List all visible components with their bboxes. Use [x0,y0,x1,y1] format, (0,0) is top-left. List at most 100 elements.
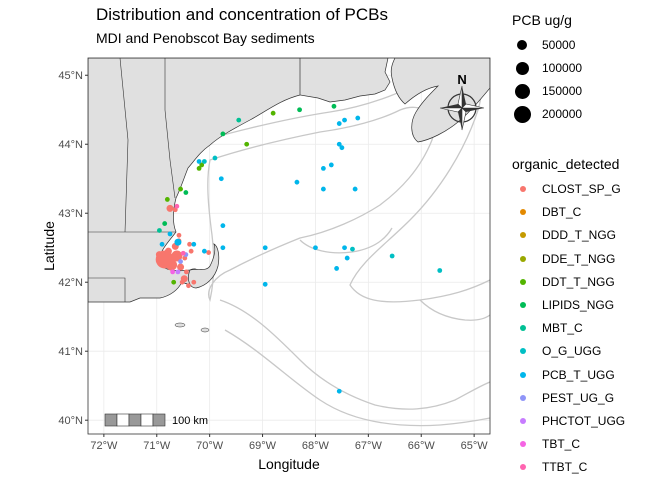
data-point [180,250,186,256]
color-legend-label: DDE_T_NGG [542,251,616,266]
data-point [183,269,189,275]
color-legend-dot [520,418,526,424]
data-point [244,141,250,147]
data-point [183,190,189,195]
color-legend-item: DDD_T_NGG [512,227,662,245]
x-tick-label: 69°W [249,440,277,452]
x-tick-label: 67°W [355,440,383,452]
data-point [344,255,350,261]
size-legend-label: 50000 [542,38,576,52]
color-legend-item: CLOST_SP_G [512,181,662,199]
color-legend-item: TBT_C [512,436,662,454]
data-point [220,131,226,137]
color-legend-item: PEST_UG_G [512,390,662,408]
color-legend-title: organic_detected [512,156,620,172]
data-point [196,165,202,171]
color-legend-label: DDD_T_NGG [542,228,617,243]
size-legend-dot [514,83,530,99]
data-point [262,245,268,251]
bathymetry-contour-channel [419,299,490,321]
size-legend-item: 100000 [512,59,652,79]
bathymetry-contour-bank [299,227,393,254]
size-legend-dot [513,105,531,123]
data-point [171,279,177,285]
north-label: N [457,72,466,87]
color-legend-label: DBT_C [542,205,582,220]
y-tick-label: 40°N [58,415,83,427]
x-tick-label: 65°W [461,440,489,452]
land-cape-cod [188,243,220,289]
data-point [199,162,205,168]
data-point [164,247,172,255]
data-point [164,197,170,202]
x-axis-title: Longitude [258,456,320,472]
color-legend-label: PCB_T_UGG [542,367,615,382]
data-point [178,259,183,264]
data-point [236,117,242,123]
data-point [352,186,358,192]
data-point [162,221,168,226]
data-point [331,103,337,109]
data-point [342,245,347,251]
data-point [167,231,173,237]
x-tick-label: 68°W [302,440,330,452]
data-point [206,250,212,255]
data-point [328,162,334,168]
data-point [187,241,192,247]
color-legend-label: LIPIDS_NGG [542,298,615,312]
x-tick-label: 71°W [143,440,171,452]
color-legend-dot [520,186,526,192]
color-legend-item: MBT_C [512,320,662,338]
data-point [339,145,345,151]
data-point [297,107,302,113]
color-legend-item: LIPIDS_NGG [512,297,662,315]
data-points [155,103,443,394]
color-legend-label: DDT_T_NGG [542,274,615,289]
size-legend-item: 150000 [512,82,652,102]
data-point [313,245,318,251]
size-legend-title: PCB ug/g [512,12,572,28]
data-point [176,232,182,238]
data-point [294,179,300,185]
data-point [166,204,174,212]
data-point [220,245,226,251]
color-legend-label: PHCTOT_UGG [542,414,626,428]
x-tick-label: 66°W [408,440,436,452]
data-point [188,248,194,254]
data-point [191,279,197,285]
color-legend-dot [520,209,526,216]
data-point [174,238,182,246]
data-point [174,203,180,209]
chart-subtitle: MDI and Penobscot Bay sediments [96,30,315,46]
color-legend-label: PEST_UG_G [542,390,615,405]
data-point [336,388,342,394]
state-borders [88,58,176,302]
y-tick-label: 43°N [58,208,83,220]
data-point [175,269,181,275]
color-legend-label: TTBT_C [542,460,588,475]
data-point [159,241,165,247]
data-point [336,141,342,147]
island-marthas-vineyard [174,322,186,328]
data-point [201,159,207,164]
size-legend-dot [517,40,527,50]
scale-bar-label: 100 km [172,415,208,427]
data-point [157,228,162,233]
data-point [389,253,395,259]
color-legend-label: TBT_C [542,437,581,452]
size-legend-label: 150000 [542,84,583,98]
color-legend-item: PHCTOT_UGG [512,413,662,431]
data-point [155,251,163,259]
data-point [171,250,183,262]
color-legend-dot [520,278,526,285]
y-tick-label: 42°N [58,277,83,289]
color-legend-item: TTBT_C [512,459,662,477]
color-legend-dot [520,255,526,262]
data-point [191,241,197,247]
data-point [350,246,355,252]
data-point [336,121,342,126]
color-legend-item: DDT_T_NGG [512,274,662,292]
bathymetry-contour-outer [204,66,490,303]
data-point [334,266,340,271]
